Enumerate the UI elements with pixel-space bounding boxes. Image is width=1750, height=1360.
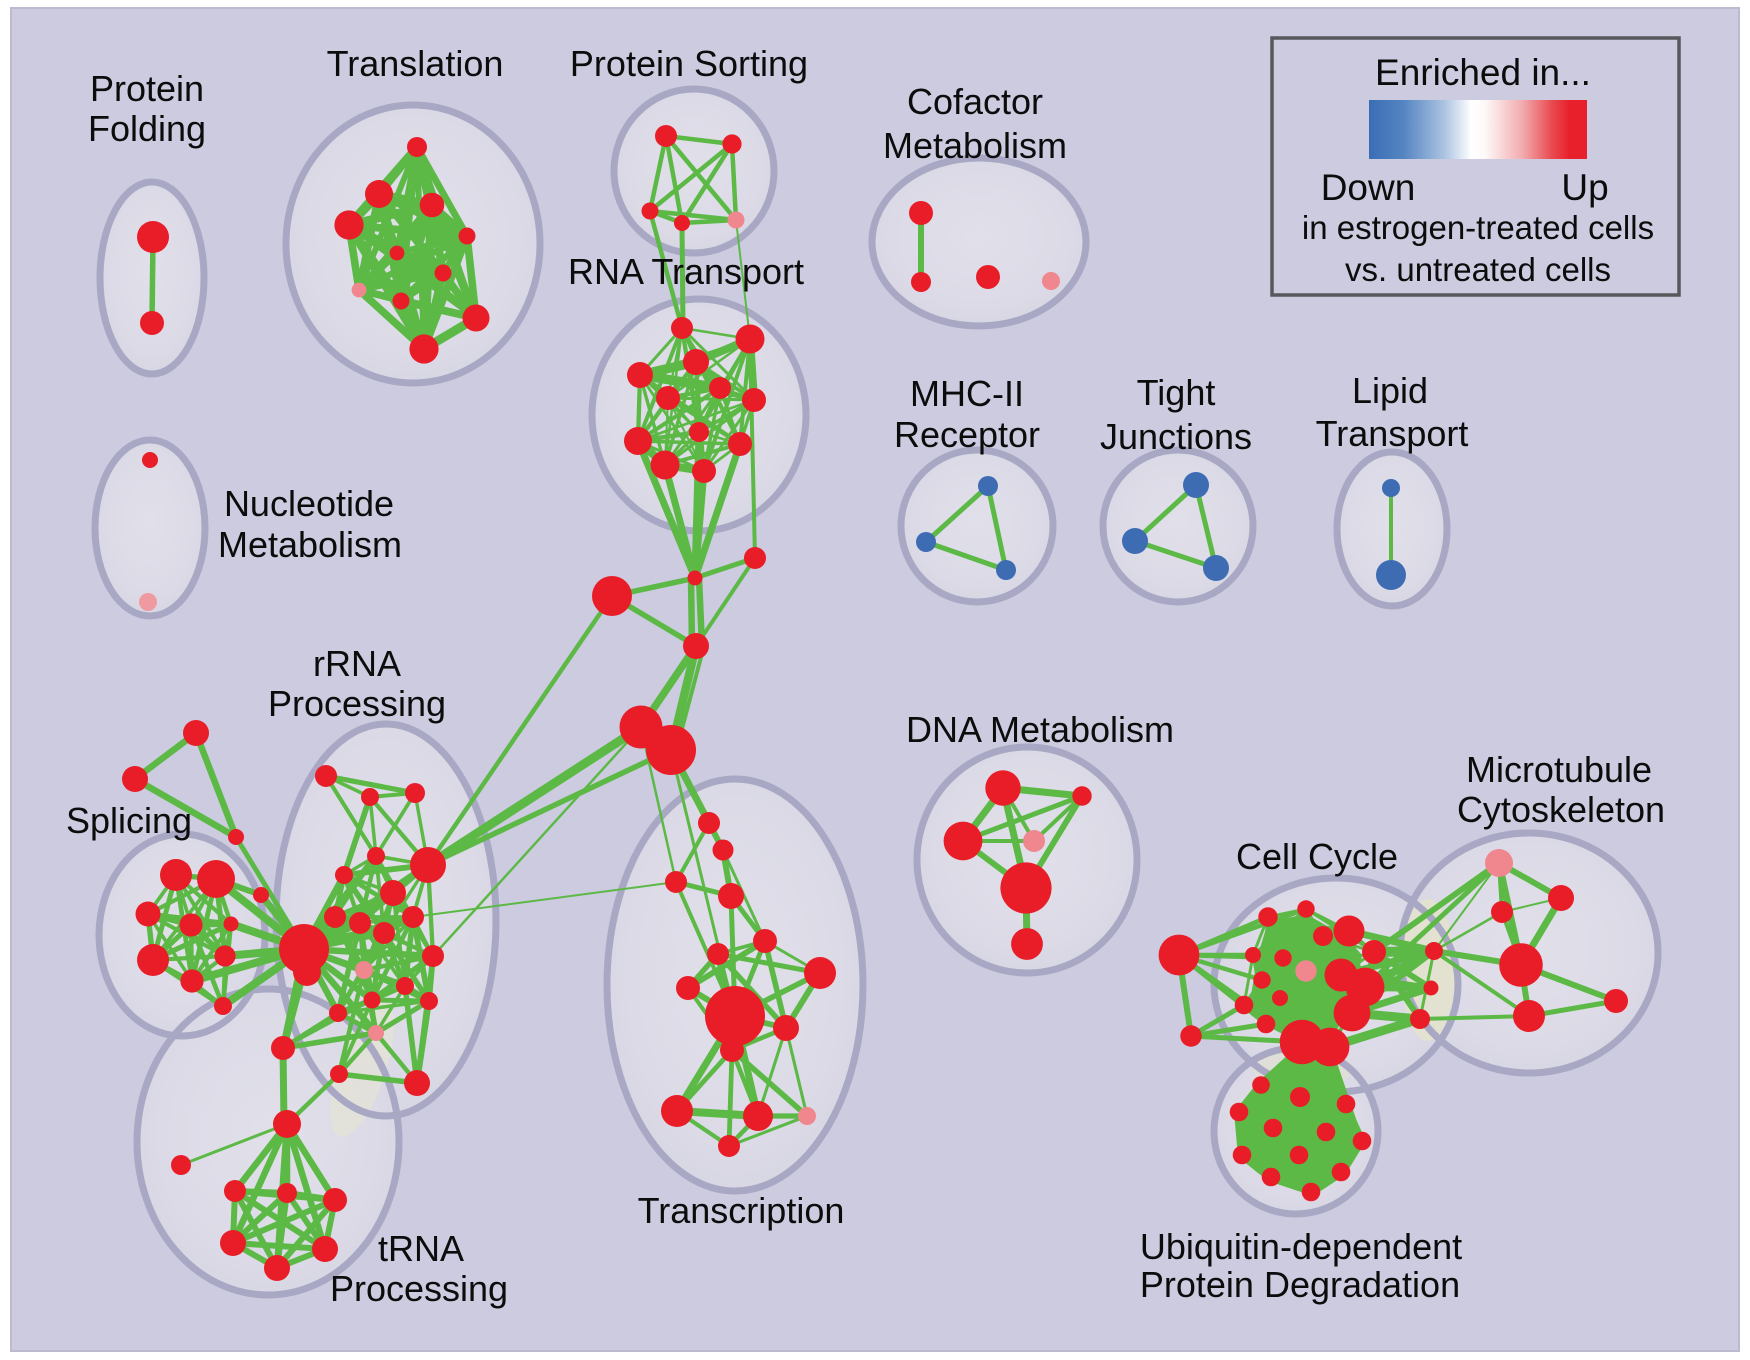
- svg-text:vs. untreated cells: vs. untreated cells: [1345, 251, 1611, 288]
- svg-text:Transcription: Transcription: [638, 1190, 845, 1231]
- svg-text:Protein: Protein: [90, 68, 204, 109]
- svg-text:tRNA: tRNA: [378, 1228, 464, 1269]
- svg-text:Receptor: Receptor: [894, 414, 1040, 455]
- svg-text:Protein Sorting: Protein Sorting: [570, 43, 808, 84]
- svg-text:Enriched in...: Enriched in...: [1375, 52, 1591, 93]
- svg-text:Cofactor: Cofactor: [907, 81, 1043, 122]
- svg-text:Metabolism: Metabolism: [883, 125, 1067, 166]
- svg-text:Processing: Processing: [268, 683, 446, 724]
- svg-text:Microtubule: Microtubule: [1466, 749, 1652, 790]
- svg-text:Processing: Processing: [330, 1268, 508, 1309]
- svg-text:Down: Down: [1321, 167, 1416, 208]
- svg-text:Translation: Translation: [327, 43, 504, 84]
- svg-text:DNA Metabolism: DNA Metabolism: [906, 709, 1174, 750]
- svg-text:RNA Transport: RNA Transport: [568, 251, 804, 292]
- svg-text:Protein Degradation: Protein Degradation: [1140, 1264, 1460, 1305]
- svg-text:Splicing: Splicing: [66, 800, 192, 841]
- svg-text:Up: Up: [1561, 167, 1608, 208]
- svg-text:in estrogen-treated cells: in estrogen-treated cells: [1302, 209, 1654, 246]
- svg-text:Transport: Transport: [1316, 413, 1469, 454]
- svg-text:Junctions: Junctions: [1100, 416, 1252, 457]
- svg-text:Folding: Folding: [88, 108, 206, 149]
- svg-text:Tight: Tight: [1137, 372, 1216, 413]
- svg-text:Cytoskeleton: Cytoskeleton: [1457, 789, 1665, 830]
- svg-text:Nucleotide: Nucleotide: [224, 483, 394, 524]
- svg-text:Ubiquitin-dependent: Ubiquitin-dependent: [1140, 1226, 1462, 1267]
- svg-text:Lipid: Lipid: [1352, 370, 1428, 411]
- svg-text:Cell Cycle: Cell Cycle: [1236, 836, 1398, 877]
- svg-text:Metabolism: Metabolism: [218, 524, 402, 565]
- svg-text:rRNA: rRNA: [313, 643, 401, 684]
- svg-text:MHC-II: MHC-II: [910, 373, 1024, 414]
